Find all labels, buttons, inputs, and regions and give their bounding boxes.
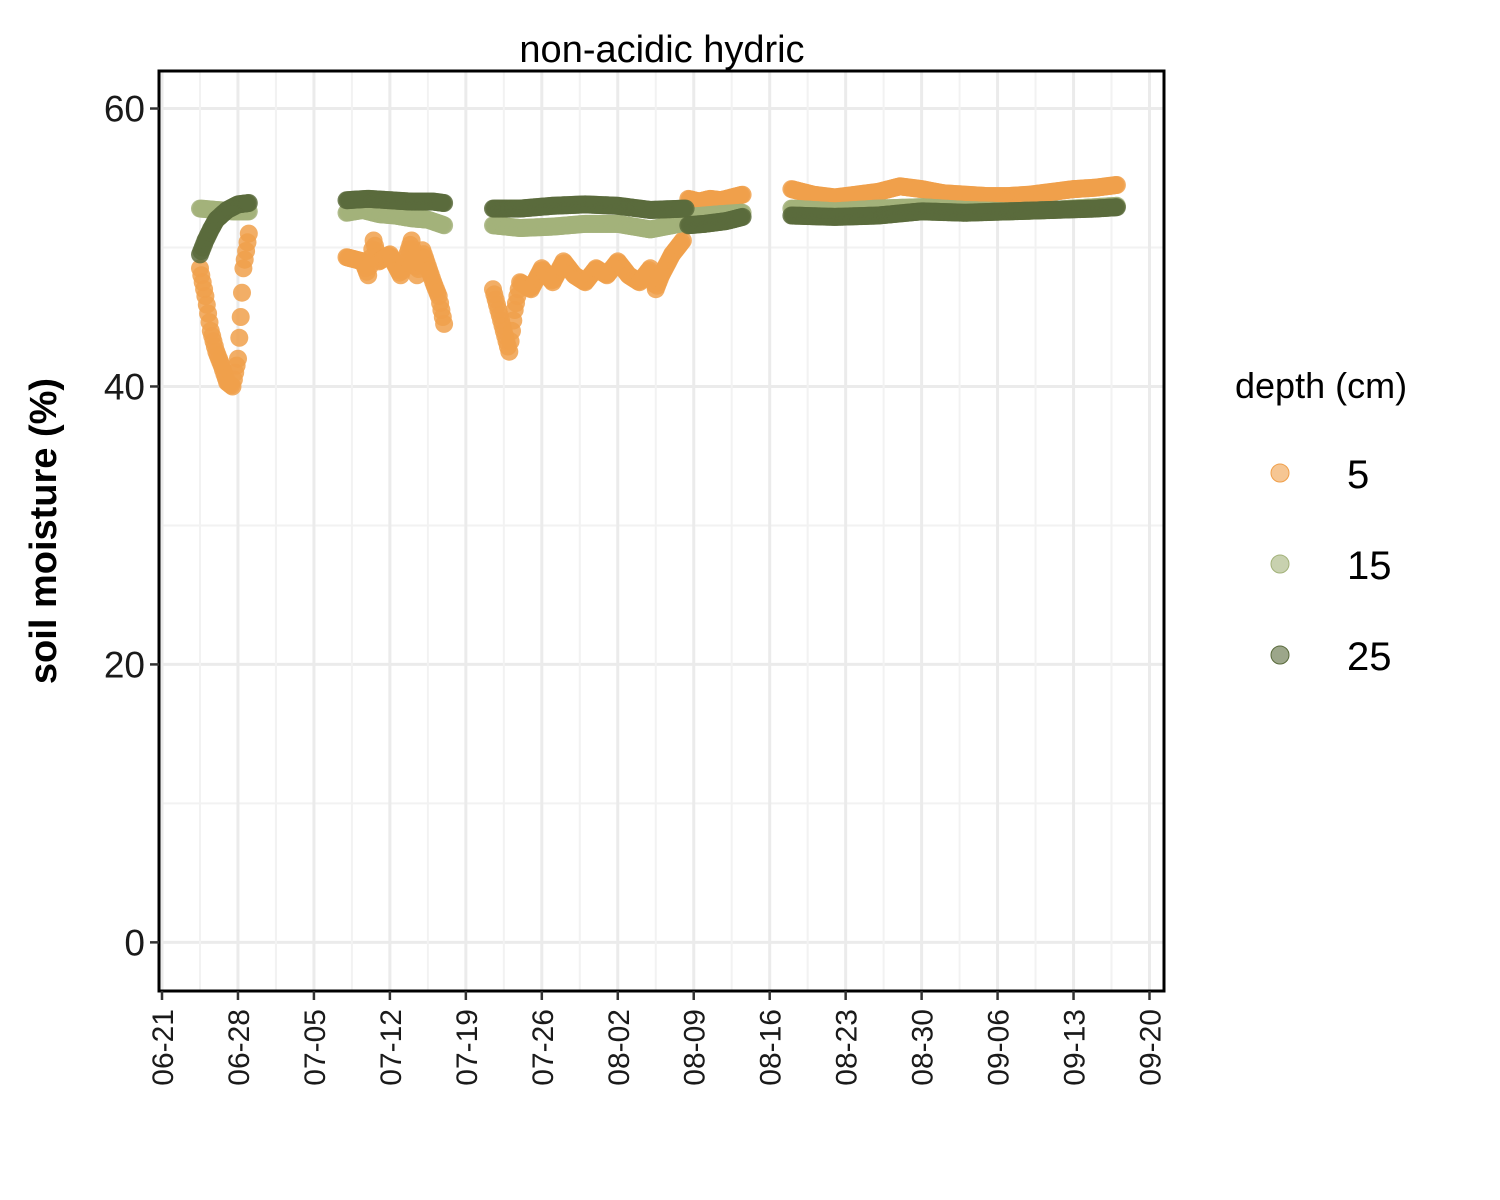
x-tick-label: 09-20 — [1135, 1009, 1168, 1086]
legend-label-25: 25 — [1347, 635, 1392, 679]
x-tick-label: 08-30 — [907, 1009, 940, 1086]
x-tick-label: 07-26 — [527, 1009, 560, 1086]
data-point — [676, 199, 695, 218]
data-point — [239, 224, 258, 243]
chart-title: non-acidic hydric — [519, 29, 804, 71]
plot-panel-border — [157, 69, 1166, 993]
y-tick-label: 20 — [104, 644, 145, 685]
x-tick-label: 06-21 — [147, 1009, 180, 1086]
data-point — [435, 216, 454, 235]
legend-key-15 — [1270, 554, 1290, 574]
data-point — [239, 194, 258, 212]
legend-key-25 — [1270, 645, 1290, 665]
legend-key-5 — [1270, 463, 1290, 483]
legend: 5 15 25 — [1270, 453, 1392, 679]
data-point — [733, 185, 752, 204]
data-point — [1107, 176, 1126, 194]
data-point — [229, 349, 247, 368]
data-point — [435, 194, 454, 212]
legend-label-5: 5 — [1347, 453, 1369, 497]
x-tick-label: 07-05 — [299, 1009, 332, 1086]
x-tick-label: 08-16 — [755, 1009, 788, 1086]
x-tick-label: 09-13 — [1059, 1009, 1092, 1086]
series-25 — [191, 189, 1126, 264]
data-point — [233, 283, 251, 302]
x-tick-label: 08-23 — [831, 1009, 864, 1086]
x-tick-label: 09-06 — [983, 1009, 1016, 1086]
data-point — [230, 328, 249, 347]
data-point — [435, 314, 454, 333]
legend-label-15: 15 — [1347, 544, 1392, 588]
gridlines — [159, 71, 1164, 991]
legend-title: depth (cm) — [1235, 365, 1407, 406]
data-points — [191, 176, 1126, 396]
data-point — [231, 308, 250, 326]
y-axis: 0 20 40 60 — [104, 89, 159, 963]
data-point — [1107, 198, 1126, 217]
x-tick-label: 07-12 — [375, 1009, 408, 1086]
y-tick-label: 40 — [104, 366, 145, 407]
data-point — [733, 207, 752, 226]
x-tick-label: 06-28 — [223, 1009, 256, 1086]
x-axis: 06-21 06-28 07-05 07-12 07-19 07-26 08-02 08-09… — [147, 991, 1168, 1086]
x-tick-label: 08-09 — [679, 1009, 712, 1086]
y-tick-label: 0 — [124, 922, 145, 963]
y-tick-label: 60 — [104, 89, 145, 130]
x-tick-label: 07-19 — [451, 1009, 484, 1086]
x-tick-label: 08-02 — [603, 1009, 636, 1086]
data-point — [673, 231, 692, 250]
y-axis-label: soil moisture (%) — [23, 378, 65, 684]
